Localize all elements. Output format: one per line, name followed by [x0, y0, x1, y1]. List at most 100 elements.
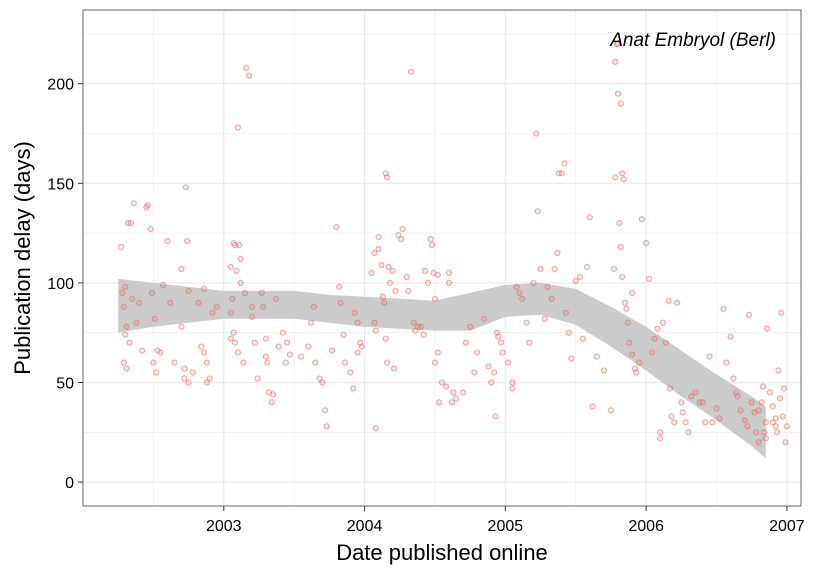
data-point [123, 323, 130, 330]
data-point [389, 267, 396, 274]
data-point [319, 379, 326, 386]
data-point [568, 355, 575, 362]
data-point [262, 335, 270, 342]
data-point [351, 309, 358, 316]
data-point [227, 335, 234, 342]
data-point [579, 335, 586, 342]
data-point [445, 269, 453, 276]
journal-annotation: Anat Embryol (Berl) [609, 30, 776, 51]
data-point [523, 319, 530, 326]
data-point [526, 339, 533, 346]
data-point [576, 273, 584, 280]
data-point [769, 403, 776, 410]
data-point [230, 329, 237, 336]
data-point [668, 413, 675, 420]
data-point [136, 299, 143, 306]
data-point [662, 339, 669, 346]
data-point [231, 242, 239, 249]
data-point [766, 389, 774, 396]
data-point [781, 385, 788, 392]
data-point [610, 265, 617, 273]
data-point [713, 405, 720, 412]
data-point [709, 419, 716, 426]
data-point [305, 343, 312, 350]
data-point [379, 293, 386, 300]
data-point [150, 359, 157, 366]
data-point [657, 435, 664, 442]
data-point [234, 349, 241, 356]
data-point [761, 429, 768, 436]
data-point [782, 439, 789, 446]
data-point [322, 407, 329, 414]
data-point [434, 349, 441, 356]
data-point [407, 68, 415, 75]
data-point [614, 90, 622, 97]
data-point [495, 333, 502, 340]
data-point [674, 299, 681, 306]
data-point [420, 331, 427, 338]
data-point [160, 281, 167, 288]
data-point [561, 160, 568, 167]
data-point [201, 349, 208, 356]
data-point [699, 399, 706, 406]
data-point [248, 313, 255, 320]
data-point [554, 249, 561, 257]
data-point [181, 365, 188, 372]
data-point [310, 303, 317, 310]
data-point [752, 429, 760, 436]
data-point [233, 267, 240, 274]
data-point [392, 287, 399, 294]
data-point [398, 236, 405, 243]
data-point [586, 214, 593, 221]
data-point [607, 407, 615, 414]
data-point [268, 399, 275, 406]
data-point [657, 429, 664, 436]
data-point [492, 413, 499, 420]
y-axis-ticks: 0 50 100 150 200 [47, 77, 83, 492]
data-point [272, 295, 279, 302]
data-point [213, 303, 220, 310]
data-point [341, 359, 348, 366]
data-point [741, 417, 748, 424]
data-point [485, 363, 492, 370]
data-point [498, 339, 505, 346]
data-point [347, 369, 354, 376]
data-point [185, 379, 192, 386]
data-point [772, 415, 779, 422]
data-point [178, 265, 185, 273]
data-point [312, 359, 319, 366]
data-point [270, 391, 277, 398]
data-point [178, 323, 185, 330]
data-point [471, 369, 478, 376]
data-point [548, 295, 555, 302]
data-point [516, 289, 523, 296]
data-point [491, 369, 498, 376]
x-tick-label: 2007 [769, 518, 805, 535]
data-point [248, 303, 255, 310]
data-point [372, 327, 379, 334]
data-point [774, 429, 781, 436]
x-tick-label: 2005 [488, 518, 524, 535]
data-point [164, 238, 171, 245]
data-point [778, 309, 785, 316]
data-point [262, 353, 270, 360]
x-tick-label: 2003 [206, 518, 242, 535]
data-point [246, 72, 253, 79]
data-point [227, 309, 234, 316]
data-point [460, 389, 467, 396]
data-point [378, 261, 385, 269]
data-point [772, 423, 779, 430]
data-point [436, 399, 443, 406]
data-point [519, 295, 526, 302]
data-point [167, 299, 174, 306]
data-point [148, 289, 156, 296]
data-point [368, 269, 375, 276]
data-point [258, 289, 265, 296]
data-point [384, 174, 391, 181]
data-point [323, 423, 330, 430]
data-point [488, 379, 495, 386]
data-point [385, 263, 392, 271]
data-point [354, 349, 361, 356]
data-point [776, 395, 784, 402]
data-point [551, 265, 558, 273]
